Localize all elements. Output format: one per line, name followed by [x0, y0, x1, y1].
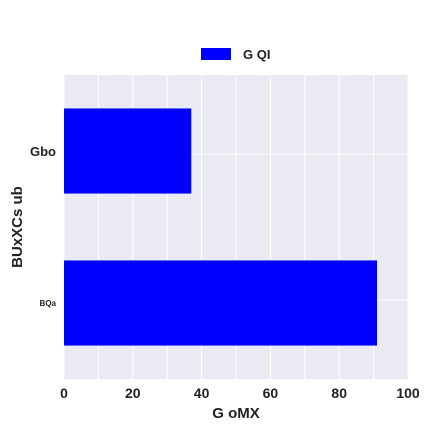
- x-axis-title: G oMX: [212, 405, 260, 422]
- x-tick-label: 20: [125, 385, 141, 401]
- legend: G QI: [201, 47, 270, 62]
- x-tick-label: 40: [194, 385, 210, 401]
- y-category-labels: BQa Gbo: [30, 144, 57, 308]
- x-tick-label: 80: [331, 385, 347, 401]
- y-category-label: BQa: [40, 299, 57, 308]
- bar-gbo: [64, 108, 191, 193]
- x-tick-label: 60: [263, 385, 279, 401]
- x-tick-label: 0: [60, 385, 68, 401]
- legend-swatch: [201, 48, 231, 60]
- legend-label: G QI: [243, 47, 270, 62]
- y-axis-title: BUxXCs ub: [9, 186, 26, 268]
- x-tick-labels: 0 20 40 60 80 100: [60, 385, 420, 401]
- y-category-label: Gbo: [30, 144, 56, 159]
- x-tick-label: 100: [396, 385, 420, 401]
- bar-bqa: [64, 260, 377, 345]
